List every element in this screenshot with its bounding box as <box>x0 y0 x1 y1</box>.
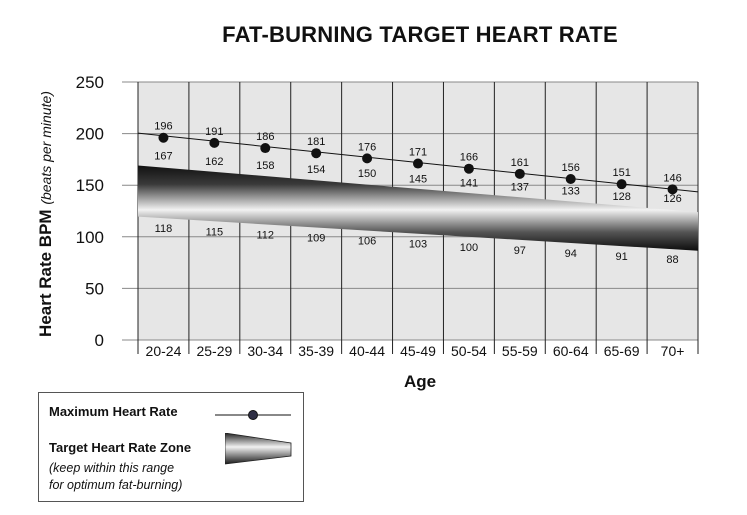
zone-upper-label: 162 <box>205 156 223 168</box>
zone-lower-label: 118 <box>155 223 173 235</box>
legend-zone-note: (keep within this range for optimum fat-… <box>49 460 182 494</box>
x-tick-label: 45-49 <box>400 343 436 359</box>
max-hr-label: 171 <box>409 147 427 159</box>
zone-upper-label: 150 <box>358 168 376 180</box>
zone-upper-label: 145 <box>409 173 427 185</box>
max-hr-point <box>260 143 271 154</box>
max-hr-label: 166 <box>460 152 478 164</box>
legend-zone-wedge-icon <box>225 433 292 465</box>
max-hr-point <box>667 184 678 195</box>
zone-upper-label: 158 <box>256 160 274 172</box>
legend: Maximum Heart Rate Target Heart Rate Zon… <box>38 392 304 502</box>
max-hr-point <box>616 179 627 190</box>
max-hr-label: 176 <box>358 141 376 153</box>
x-tick-label: 50-54 <box>451 343 487 359</box>
zone-upper-label: 137 <box>511 182 529 194</box>
y-tick-label: 200 <box>76 125 104 144</box>
zone-upper-label: 126 <box>663 193 681 205</box>
zone-lower-label: 115 <box>206 226 224 238</box>
x-tick-label: 35-39 <box>298 343 334 359</box>
x-tick-label: 65-69 <box>604 343 640 359</box>
max-hr-point <box>565 174 576 185</box>
max-hr-point <box>209 137 220 148</box>
max-hr-label: 196 <box>154 121 172 133</box>
chart-title: FAT-BURNING TARGET HEART RATE <box>222 22 618 47</box>
legend-zone-note-line-1: (keep within this range <box>49 461 175 475</box>
max-hr-label: 146 <box>663 172 681 184</box>
max-hr-point <box>463 163 474 174</box>
target-zone-band <box>138 165 698 251</box>
plot-area: 0 50 100 150 200 250 196 191 186 181 176 171 166 161 1… <box>76 73 699 359</box>
zone-lower-label: 112 <box>256 229 274 241</box>
x-tick-label: 40-44 <box>349 343 385 359</box>
x-tick-label: 55-59 <box>502 343 538 359</box>
zone-upper-label: 128 <box>612 191 630 203</box>
max-hr-label: 191 <box>205 126 223 138</box>
zone-lower-label: 103 <box>409 239 427 251</box>
zone-upper-label: 133 <box>562 186 580 198</box>
y-tick-label: 50 <box>85 279 104 298</box>
zone-lower-label: 106 <box>358 236 376 248</box>
y-tick-label: 250 <box>76 73 104 92</box>
y-tick-label: 150 <box>76 176 104 195</box>
x-tick-label: 20-24 <box>146 343 182 359</box>
max-hr-label: 161 <box>511 157 529 169</box>
max-hr-point <box>514 168 525 179</box>
legend-zone-note-line-2: for optimum fat-burning) <box>49 478 183 492</box>
y-tick-label: 100 <box>76 228 104 247</box>
max-hr-point <box>413 158 423 169</box>
zone-upper-label: 141 <box>460 177 478 189</box>
max-hr-point <box>362 153 373 164</box>
zone-lower-label: 88 <box>666 254 678 266</box>
x-axis-label: Age <box>403 372 437 391</box>
zone-lower-label: 100 <box>460 242 478 254</box>
zone-upper-label: 167 <box>154 151 172 163</box>
legend-max-label: Maximum Heart Rate <box>49 404 178 419</box>
max-hr-label: 156 <box>562 162 580 174</box>
max-hr-point <box>311 148 322 159</box>
legend-zone-label: Target Heart Rate Zone <box>49 440 192 455</box>
zone-lower-label: 91 <box>616 251 628 263</box>
max-hr-label: 186 <box>256 131 274 143</box>
x-tick-label: 25-29 <box>196 343 232 359</box>
max-hr-point <box>158 132 169 143</box>
zone-lower-label: 97 <box>514 245 526 257</box>
y-tick-label: 0 <box>95 331 104 350</box>
zone-upper-label: 154 <box>307 164 325 176</box>
zone-lower-label: 109 <box>307 233 325 245</box>
max-hr-label: 151 <box>612 167 630 179</box>
x-tick-label: 30-34 <box>247 343 283 359</box>
x-tick-label: 60-64 <box>553 343 589 359</box>
legend-max-line-icon <box>215 410 291 420</box>
zone-lower-label: 94 <box>565 248 577 260</box>
max-hr-label: 181 <box>307 136 325 148</box>
x-tick-label: 70+ <box>661 343 685 359</box>
